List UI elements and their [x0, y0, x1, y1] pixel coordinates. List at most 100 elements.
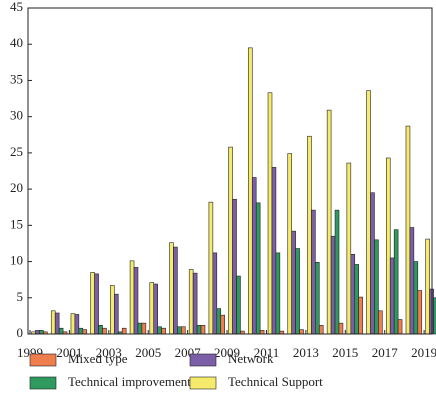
- bar: [200, 325, 206, 335]
- bar: [110, 285, 115, 335]
- bar: [275, 252, 281, 335]
- bar: [121, 327, 127, 335]
- bar: [208, 201, 214, 335]
- bar: [141, 322, 147, 335]
- bar: [326, 109, 332, 335]
- bar: [385, 157, 391, 335]
- bar: [393, 229, 399, 335]
- bar: [54, 312, 60, 335]
- y-tick-label: 30: [10, 108, 23, 123]
- legend-swatch: [29, 376, 57, 390]
- bar: [291, 230, 296, 335]
- x-tick-label: 2015: [332, 345, 358, 360]
- plot-frame: [27, 7, 433, 335]
- x-tick-label: 2009: [214, 345, 240, 360]
- bar: [232, 198, 237, 335]
- x-tick-label: 2001: [56, 345, 82, 360]
- bar: [173, 246, 178, 335]
- bar: [405, 125, 411, 335]
- bar: [397, 319, 403, 335]
- bar: [287, 153, 292, 335]
- bar: [350, 254, 356, 335]
- bar: [417, 290, 423, 335]
- bar: [98, 325, 103, 335]
- bar: [236, 275, 241, 335]
- legend-label: Technical Support: [228, 374, 323, 389]
- legend-label: Technical improvement: [68, 374, 191, 389]
- bar: [358, 296, 363, 335]
- bar: [409, 227, 415, 335]
- y-tick-label: 0: [17, 325, 24, 340]
- legend-label: Mixed type: [68, 351, 128, 366]
- legend-swatch: [189, 376, 217, 390]
- bar: [192, 272, 198, 335]
- x-tick-label: 2017: [372, 345, 399, 360]
- y-tick-label: 25: [10, 144, 23, 159]
- y-tick-label: 10: [10, 253, 23, 268]
- y-tick-label: 45: [10, 0, 23, 14]
- bar: [267, 92, 273, 335]
- x-tick-label: 2005: [135, 345, 161, 360]
- bar: [370, 192, 375, 335]
- legend-label: Network: [228, 351, 274, 366]
- bar: [212, 252, 218, 335]
- bar: [259, 330, 265, 335]
- y-tick-label: 20: [10, 180, 23, 195]
- bar: [90, 272, 95, 335]
- bar: [389, 257, 395, 335]
- x-tick-label: 2003: [96, 345, 122, 360]
- bar: [228, 146, 233, 335]
- bar: [133, 267, 139, 335]
- bar: [338, 322, 344, 335]
- bar: [153, 283, 158, 335]
- bar: [413, 261, 419, 335]
- bar: [114, 293, 119, 335]
- y-tick-label: 15: [10, 216, 23, 231]
- bar: [354, 264, 359, 335]
- bar: [82, 329, 88, 335]
- bar: [102, 327, 107, 335]
- x-tick-label: 2019: [411, 345, 436, 360]
- bar: [299, 329, 304, 335]
- bar: [39, 330, 44, 335]
- y-tick-label: 35: [10, 71, 23, 86]
- bar: [181, 326, 186, 335]
- bar: [35, 330, 40, 335]
- bar: [157, 326, 162, 335]
- bar: [366, 90, 371, 335]
- bar: [346, 162, 352, 335]
- legend-swatch: [189, 353, 217, 367]
- bar: [188, 269, 194, 335]
- bar: [248, 47, 253, 335]
- y-tick-label: 5: [17, 289, 24, 304]
- bar: [216, 308, 222, 335]
- bar: [149, 282, 155, 335]
- legend-swatch: [29, 353, 57, 367]
- bar: [50, 310, 56, 335]
- bar: [78, 327, 84, 335]
- bar: [137, 322, 143, 335]
- x-tick-label: 2013: [293, 345, 319, 360]
- bar: [94, 273, 99, 335]
- y-tick-label: 40: [10, 35, 23, 50]
- bar: [271, 167, 277, 335]
- bar: [307, 135, 312, 335]
- bar: [311, 209, 316, 335]
- bar: [70, 313, 76, 335]
- bar: [220, 314, 225, 335]
- bar: [58, 327, 64, 335]
- bar: [315, 261, 320, 335]
- bar: [255, 202, 261, 335]
- bar: [129, 260, 135, 335]
- bar: [196, 325, 202, 335]
- bar: [378, 310, 383, 335]
- bar: [318, 325, 324, 335]
- bar: [374, 239, 379, 335]
- x-tick-label: 2011: [254, 345, 280, 360]
- bar: [169, 242, 174, 335]
- bar: [330, 235, 336, 335]
- bar: [74, 314, 80, 335]
- bar: [334, 209, 340, 335]
